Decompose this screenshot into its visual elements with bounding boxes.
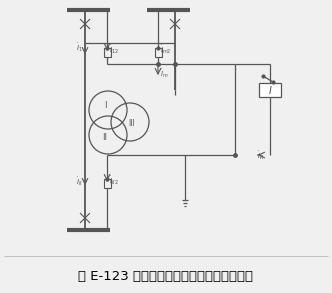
Text: $\dot{I}_{m}$: $\dot{I}_{m}$ xyxy=(160,67,169,81)
Text: $\dot{I}_{II2}$: $\dot{I}_{II2}$ xyxy=(109,175,119,188)
Bar xyxy=(104,178,111,188)
Bar xyxy=(259,83,281,97)
Bar xyxy=(104,47,111,57)
Text: II: II xyxy=(103,134,108,142)
Text: 图 E-123 三绕组变压器差动保护单相原理图: 图 E-123 三绕组变压器差动保护单相原理图 xyxy=(78,270,254,282)
Text: $\dot{I}_{12}$: $\dot{I}_{12}$ xyxy=(109,44,119,57)
Text: $\dot{I}_{m2}$: $\dot{I}_{m2}$ xyxy=(160,44,172,57)
Text: $\dot{I}_{1}$: $\dot{I}_{1}$ xyxy=(76,42,83,54)
Text: $\dot{I}_{R}$: $\dot{I}_{R}$ xyxy=(257,149,264,163)
Bar xyxy=(0,256,332,293)
Text: $\dot{I}_{II}$: $\dot{I}_{II}$ xyxy=(76,176,83,188)
Text: I: I xyxy=(104,101,106,110)
Text: III: III xyxy=(128,120,135,129)
Text: $I$: $I$ xyxy=(268,84,272,96)
Bar xyxy=(154,47,161,57)
